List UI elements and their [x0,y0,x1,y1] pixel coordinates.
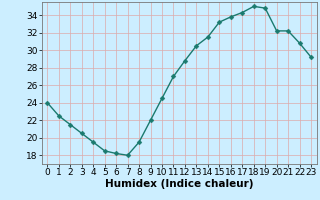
X-axis label: Humidex (Indice chaleur): Humidex (Indice chaleur) [105,179,253,189]
